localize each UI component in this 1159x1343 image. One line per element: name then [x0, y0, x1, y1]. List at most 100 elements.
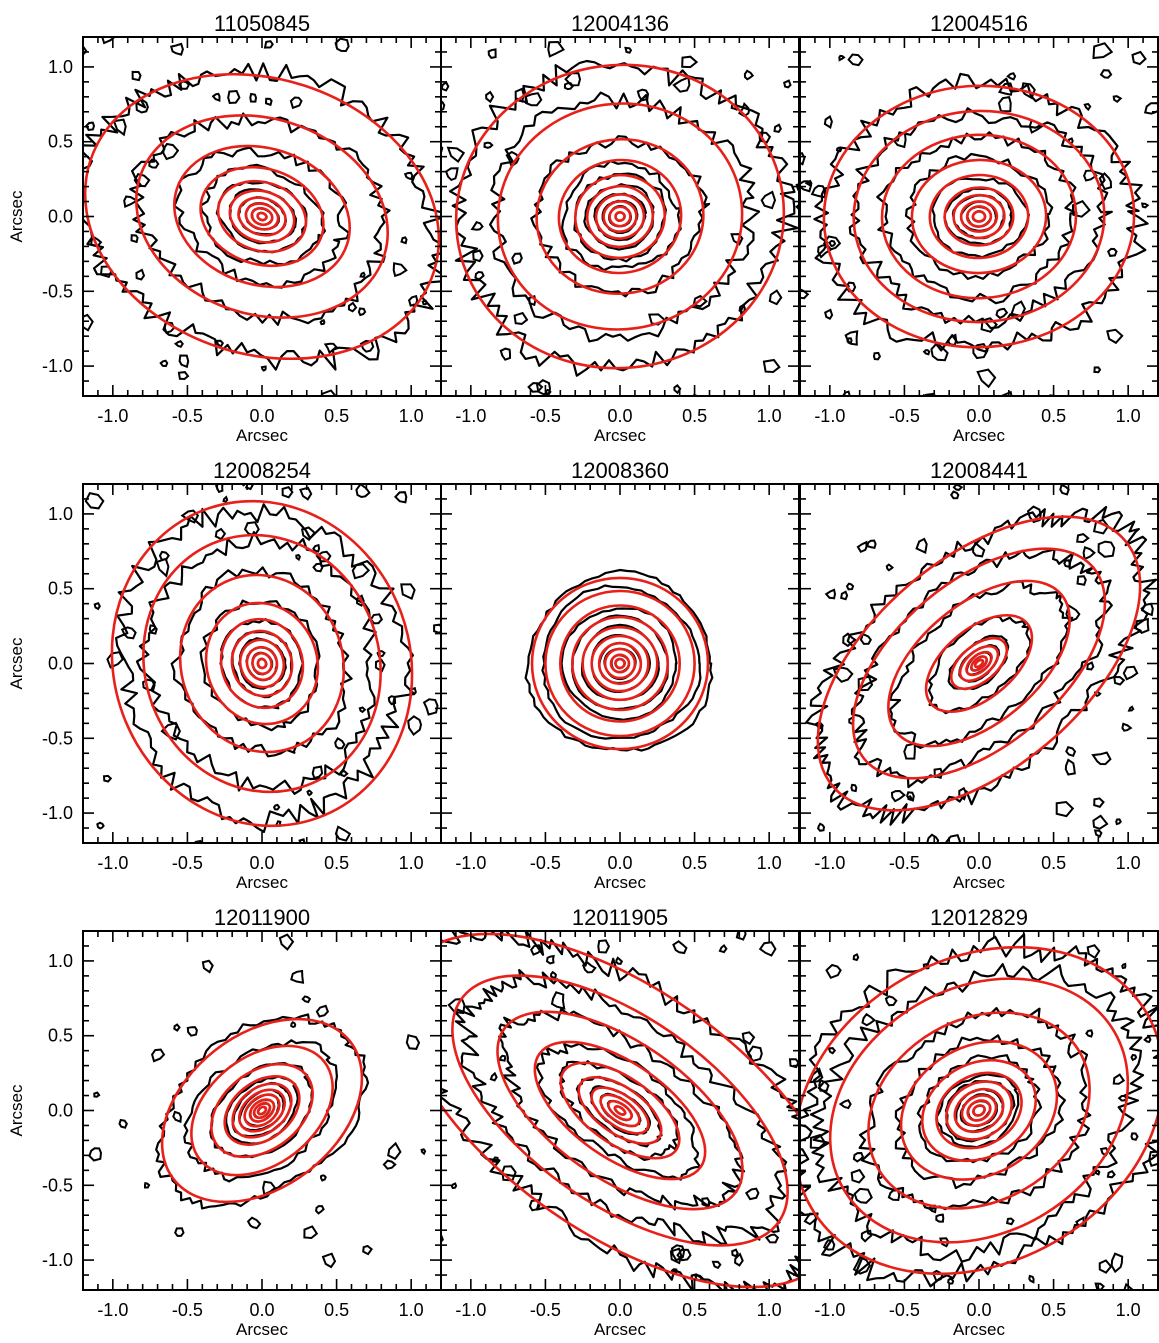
noise-contour	[484, 263, 497, 279]
plot-area	[423, 16, 799, 452]
noise-contour	[83, 313, 94, 332]
noise-contour	[692, 294, 708, 308]
fitted-ellipse	[142, 533, 382, 794]
fitted-ellipse	[952, 193, 1006, 240]
panel-title: 12004136	[571, 11, 669, 36]
panel-12012829: 12012829 -1.0 -0.5 0.0 0.5 1.0 Arcsec	[799, 905, 1159, 1343]
noise-contour	[485, 90, 495, 104]
isophote-contour	[115, 503, 416, 833]
noise-contour	[148, 158, 160, 169]
axes-frame	[82, 930, 442, 1291]
noise-contour	[334, 825, 352, 842]
noise-contour	[340, 769, 349, 778]
noise-contour	[567, 402, 580, 418]
noise-contour	[228, 871, 233, 877]
fitted-ellipse	[851, 547, 1107, 780]
noise-contour	[1071, 199, 1091, 218]
isophote-contour	[454, 969, 788, 1246]
y-tick-label: 0.0	[48, 1101, 73, 1121]
fitted-ellipse	[238, 638, 286, 689]
fitted-ellipse	[559, 1061, 681, 1160]
noise-contour	[738, 16, 755, 30]
isophote-contour	[894, 1034, 1066, 1190]
noise-contour	[890, 789, 906, 803]
noise-contour	[915, 537, 928, 554]
noise-contour	[310, 858, 314, 863]
y-axis-label: Arcsec	[7, 637, 26, 689]
noise-contour	[163, 321, 176, 334]
noise-contour	[118, 1118, 128, 1129]
noise-contour	[852, 952, 860, 962]
noise-contour	[264, 97, 273, 107]
noise-contour	[193, 839, 203, 843]
noise-contour	[900, 1114, 918, 1129]
noise-contour	[597, 939, 611, 954]
noise-contour	[1106, 247, 1118, 257]
noise-contour	[796, 1322, 814, 1333]
noise-contour	[862, 1328, 878, 1343]
fitted-ellipse	[609, 653, 631, 674]
noise-contour	[564, 72, 582, 87]
noise-contour	[818, 1078, 830, 1092]
noise-contour	[306, 789, 313, 797]
noise-contour	[530, 944, 543, 956]
noise-contour	[524, 1292, 531, 1297]
noise-contour	[1130, 1053, 1138, 1062]
noise-contour	[665, 447, 669, 452]
noise-contour	[83, 44, 88, 57]
noise-contour	[1000, 390, 1013, 396]
noise-contour	[741, 1031, 756, 1046]
noise-contour	[423, 156, 435, 166]
noise-contour	[178, 354, 190, 369]
noise-contour	[1106, 1169, 1116, 1179]
fitted-ellipse	[953, 1087, 1005, 1134]
x-tick-label: -0.5	[530, 1300, 561, 1320]
y-tick-label: -0.5	[42, 728, 73, 748]
noise-contour	[278, 933, 295, 951]
noise-contour	[997, 95, 1012, 113]
noise-contour	[57, 625, 70, 639]
noise-contour	[547, 40, 565, 58]
fitted-ellipse	[971, 1104, 987, 1117]
fitted-ellipse	[899, 1040, 1059, 1181]
noise-contour	[444, 167, 459, 182]
isophote-contour	[155, 1013, 370, 1210]
noise-contour	[859, 632, 872, 645]
noise-contour	[148, 624, 158, 635]
noise-contour	[872, 351, 882, 361]
noise-contour	[373, 1195, 393, 1207]
noise-contour	[1083, 102, 1092, 112]
noise-contour	[290, 1021, 297, 1028]
x-tick-label: 0.0	[966, 853, 991, 873]
noise-contour	[462, 647, 473, 658]
noise-contour	[1112, 1073, 1126, 1085]
fitted-ellipse	[887, 579, 1071, 748]
panel-title: 12011905	[572, 905, 668, 930]
noise-contour	[347, 301, 358, 313]
noise-contour	[123, 195, 139, 209]
y-tick-label: -0.5	[42, 1175, 73, 1195]
noise-contour	[173, 339, 184, 349]
noise-contour	[636, 88, 650, 102]
plot-area	[83, 37, 497, 396]
noise-contour	[120, 626, 137, 640]
noise-contour	[980, 317, 998, 333]
noise-contour	[392, 262, 408, 278]
x-tick-label: 0.0	[966, 406, 991, 426]
noise-contour	[366, 1135, 374, 1142]
noise-contour	[1094, 1169, 1101, 1176]
noise-contour	[376, 650, 386, 658]
noise-contour	[842, 632, 857, 648]
noise-contour	[469, 179, 476, 188]
panel-12011900: 12011900 -1.0 -0.5 0.0 0.5 1.0 Arcsec -1.0 -0.5 0…	[7, 905, 442, 1339]
fitted-ellipse	[590, 634, 650, 693]
isophote-contour	[558, 1060, 680, 1161]
fitted-ellipse	[230, 629, 294, 698]
x-tick-label: -1.0	[814, 1300, 845, 1320]
fitted-ellipse	[250, 206, 274, 227]
noise-contour	[175, 473, 183, 481]
noise-contour	[937, 1308, 953, 1321]
x-tick-label: 1.0	[757, 406, 782, 426]
fitted-ellipse	[496, 102, 744, 331]
isophote-contour	[813, 72, 1149, 353]
